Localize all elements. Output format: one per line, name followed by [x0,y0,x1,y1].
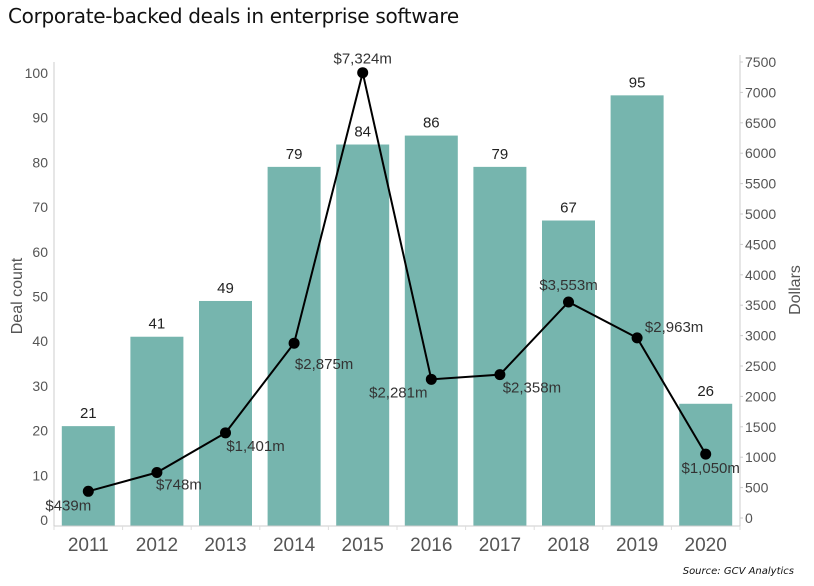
y-tick-left-10: 10 [32,467,48,483]
bar-2019 [610,95,664,526]
bar-label-2020: 26 [697,383,714,400]
bar-label-2017: 79 [492,146,509,163]
y-tick-left-50: 50 [32,289,48,305]
bar-label-2015: 84 [354,124,371,141]
bar-2015 [336,144,390,526]
y-tick-left-60: 60 [32,244,48,260]
y-tick-right-2000: 2000 [745,388,776,404]
dollars-label-2013: $1,401m [226,438,284,455]
dollars-label-2011: $439m [45,497,91,514]
dollars-label-2019: $2,963m [645,319,703,336]
dollars-label-2017: $2,358m [503,380,561,397]
bar-2016 [404,135,458,526]
dollars-point-2014 [288,337,300,349]
x-tick-2020: 2020 [685,535,727,556]
dollars-label-2020: $1,050m [682,460,740,477]
bar-2013 [199,300,252,526]
x-tick-2011: 2011 [68,535,109,556]
y-tick-left-40: 40 [32,333,48,349]
dollars-point-2012 [151,467,163,479]
y-tick-right-5000: 5000 [745,206,776,222]
y-tick-right-7500: 7500 [745,54,776,70]
x-tick-2014: 2014 [273,535,316,556]
y-tick-right-4000: 4000 [745,267,776,283]
dollars-point-2011 [82,485,94,497]
x-tick-2013: 2013 [204,535,246,556]
y-tick-right-2500: 2500 [745,358,776,374]
bar-2017 [473,166,527,526]
y-axis-right-title: Dollars [787,265,804,315]
bar-label-2013: 49 [217,280,234,297]
y-tick-left-20: 20 [32,423,48,439]
bar-2011 [61,426,115,526]
x-tick-2016: 2016 [410,535,452,556]
y-tick-right-3500: 3500 [745,297,776,313]
dollars-point-2019 [631,332,643,344]
bar-label-2016: 86 [423,115,440,132]
x-tick-2019: 2019 [616,535,658,556]
y-tick-right-4500: 4500 [745,236,776,252]
dollars-label-2015: $7,324m [334,51,392,68]
y-tick-right-6500: 6500 [745,115,776,131]
y-tick-right-1500: 1500 [745,419,776,435]
bar-2012 [130,336,184,526]
bar-label-2014: 79 [286,146,303,163]
dollars-point-2018 [563,296,574,308]
dollars-label-2012: $748m [156,477,202,494]
x-tick-2012: 2012 [136,535,178,556]
dollars-point-2016 [425,373,437,385]
dollars-label-2014: $2,875m [295,356,353,373]
bar-label-2018: 67 [560,200,577,217]
y-tick-right-7000: 7000 [745,84,776,100]
y-tick-right-0: 0 [745,510,753,526]
dollars-point-2015 [357,67,369,79]
bar-2018 [542,220,595,526]
y-tick-left-70: 70 [32,199,48,215]
y-tick-right-500: 500 [745,480,769,496]
y-tick-right-3000: 3000 [745,328,776,344]
y-tick-right-6000: 6000 [745,145,776,161]
source-note: Source: GCV Analytics [682,566,794,577]
chart-title: Corporate-backed deals in enterprise sof… [8,4,459,28]
dollars-point-2013 [220,427,231,439]
bar-label-2011: 21 [80,405,97,422]
y-tick-left-0: 0 [40,512,48,528]
x-tick-2017: 2017 [479,535,521,556]
y-tick-right-1000: 1000 [745,449,776,465]
y-tick-left-100: 100 [25,65,49,81]
x-tick-2018: 2018 [547,535,589,556]
dollars-label-2018: $3,553m [539,277,597,294]
x-tick-2015: 2015 [342,535,384,556]
dollars-label-2016: $2,281m [369,384,427,401]
dollars-point-2017 [494,369,506,381]
dollars-line [88,72,707,493]
bar-label-2019: 95 [629,74,646,91]
dollars-point-2020 [700,448,712,460]
y-tick-left-30: 30 [32,378,48,394]
bar-label-2012: 41 [149,316,166,333]
y-tick-left-80: 80 [32,154,48,170]
y-tick-right-5500: 5500 [745,176,776,192]
y-axis-left-title: Deal count [9,257,26,334]
y-tick-left-90: 90 [32,110,48,126]
